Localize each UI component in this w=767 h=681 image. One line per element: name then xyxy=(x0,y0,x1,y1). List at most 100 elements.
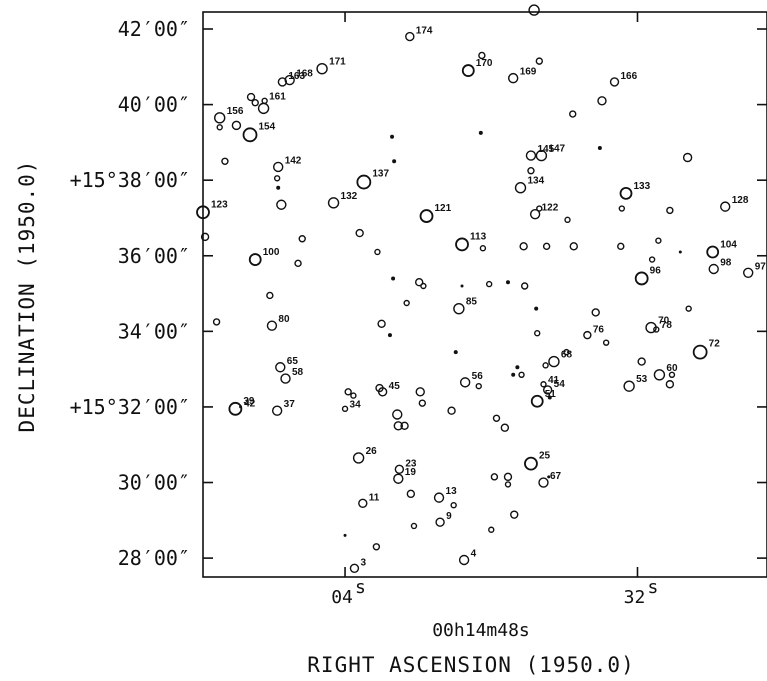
star-marker xyxy=(488,526,495,533)
star-marker xyxy=(257,102,270,115)
star-label: 169 xyxy=(520,67,537,78)
star-marker xyxy=(349,563,360,574)
star-marker xyxy=(275,362,286,373)
star-label: 133 xyxy=(634,181,651,192)
star-marker xyxy=(542,385,553,395)
y-tick-label: 40′00″ xyxy=(118,93,190,117)
star-marker xyxy=(503,472,513,482)
star-marker xyxy=(277,77,288,87)
star-marker xyxy=(504,481,512,488)
star-label: 23 xyxy=(405,458,417,469)
x-tick-unit: s xyxy=(647,577,658,598)
star-marker xyxy=(251,99,259,107)
star-marker xyxy=(343,533,347,537)
star-marker xyxy=(261,97,268,105)
star-label: 145 xyxy=(537,144,554,155)
star-marker xyxy=(221,157,229,165)
star-marker xyxy=(212,318,221,326)
star-marker xyxy=(569,242,578,251)
star-label: 168 xyxy=(296,69,313,80)
star-marker xyxy=(415,387,425,397)
star-label: 78 xyxy=(661,320,673,331)
star-marker xyxy=(242,127,258,143)
star-marker xyxy=(394,464,405,474)
star-marker xyxy=(350,392,357,399)
star-label: 154 xyxy=(259,121,276,132)
star-marker xyxy=(433,492,445,503)
star-label: 96 xyxy=(650,265,662,276)
star-label: 60 xyxy=(666,363,678,374)
x-axis-center-label: 00h14m48s xyxy=(432,620,530,641)
star-marker xyxy=(377,387,388,397)
star-marker xyxy=(515,365,520,370)
star-marker xyxy=(372,543,381,551)
star-label: 161 xyxy=(269,91,286,102)
x-axis-title: RIGHT ASCENSION (1950.0) xyxy=(307,653,634,677)
star-marker xyxy=(609,77,620,87)
star-marker xyxy=(455,237,469,252)
star-marker xyxy=(534,330,541,337)
star-marker xyxy=(602,339,610,346)
y-tick-label: 34′00″ xyxy=(118,319,190,343)
star-marker xyxy=(583,330,592,340)
star-label: 41 xyxy=(548,375,560,386)
star-marker xyxy=(280,373,291,384)
star-marker xyxy=(524,456,538,471)
y-tick-label: +15°32′00″ xyxy=(70,395,190,419)
star-label: 19 xyxy=(405,467,417,478)
star-label: 56 xyxy=(472,371,484,382)
star-marker xyxy=(410,522,418,530)
star-marker xyxy=(271,405,283,416)
star-marker xyxy=(542,242,551,251)
star-marker xyxy=(200,232,210,242)
star-marker xyxy=(420,282,427,290)
star-marker xyxy=(591,308,600,317)
star-marker xyxy=(344,388,352,396)
star-label: 54 xyxy=(554,379,566,390)
y-axis-title: DECLINATION (1950.0) xyxy=(15,160,39,433)
star-marker xyxy=(461,64,475,77)
star-marker xyxy=(405,31,415,42)
star-label: 137 xyxy=(372,169,389,180)
x-tick-unit: s xyxy=(355,577,366,598)
star-marker xyxy=(617,242,625,251)
star-label: 11 xyxy=(369,492,380,503)
star-marker xyxy=(447,406,456,415)
star-marker xyxy=(392,159,397,164)
star-marker xyxy=(450,501,457,509)
star-label: 121 xyxy=(435,203,452,214)
star-label: 113 xyxy=(470,231,487,242)
star-label: 42 xyxy=(244,398,256,409)
star-label: 97 xyxy=(755,261,767,272)
star-label: 34 xyxy=(350,399,362,410)
star-marker xyxy=(743,267,754,278)
star-marker xyxy=(228,401,243,416)
star-marker xyxy=(536,205,543,212)
star-marker xyxy=(692,344,708,360)
star-marker xyxy=(678,250,682,254)
star-marker xyxy=(519,242,528,251)
star-marker xyxy=(548,355,560,368)
star-marker xyxy=(374,248,381,256)
x-tick-label: 04 xyxy=(331,587,353,608)
y-tick-label: +15°38′00″ xyxy=(70,168,190,192)
x-axis: 04 s 32 s xyxy=(331,12,658,608)
star-marker xyxy=(453,302,465,315)
star-marker xyxy=(655,237,662,244)
star-marker xyxy=(266,291,274,300)
star-marker xyxy=(511,372,516,377)
star-marker xyxy=(392,409,403,420)
star-marker xyxy=(510,510,519,519)
star-marker xyxy=(500,423,510,432)
star-marker xyxy=(538,477,549,488)
star-field xyxy=(196,4,754,574)
star-marker xyxy=(327,197,340,209)
y-tick-label: 28′00″ xyxy=(118,546,190,570)
star-label: 163 xyxy=(288,71,305,82)
star-marker xyxy=(623,380,635,392)
star-marker xyxy=(435,517,445,527)
y-tick-label: 42′00″ xyxy=(118,17,190,41)
star-marker xyxy=(485,280,493,288)
star-marker xyxy=(400,421,409,431)
